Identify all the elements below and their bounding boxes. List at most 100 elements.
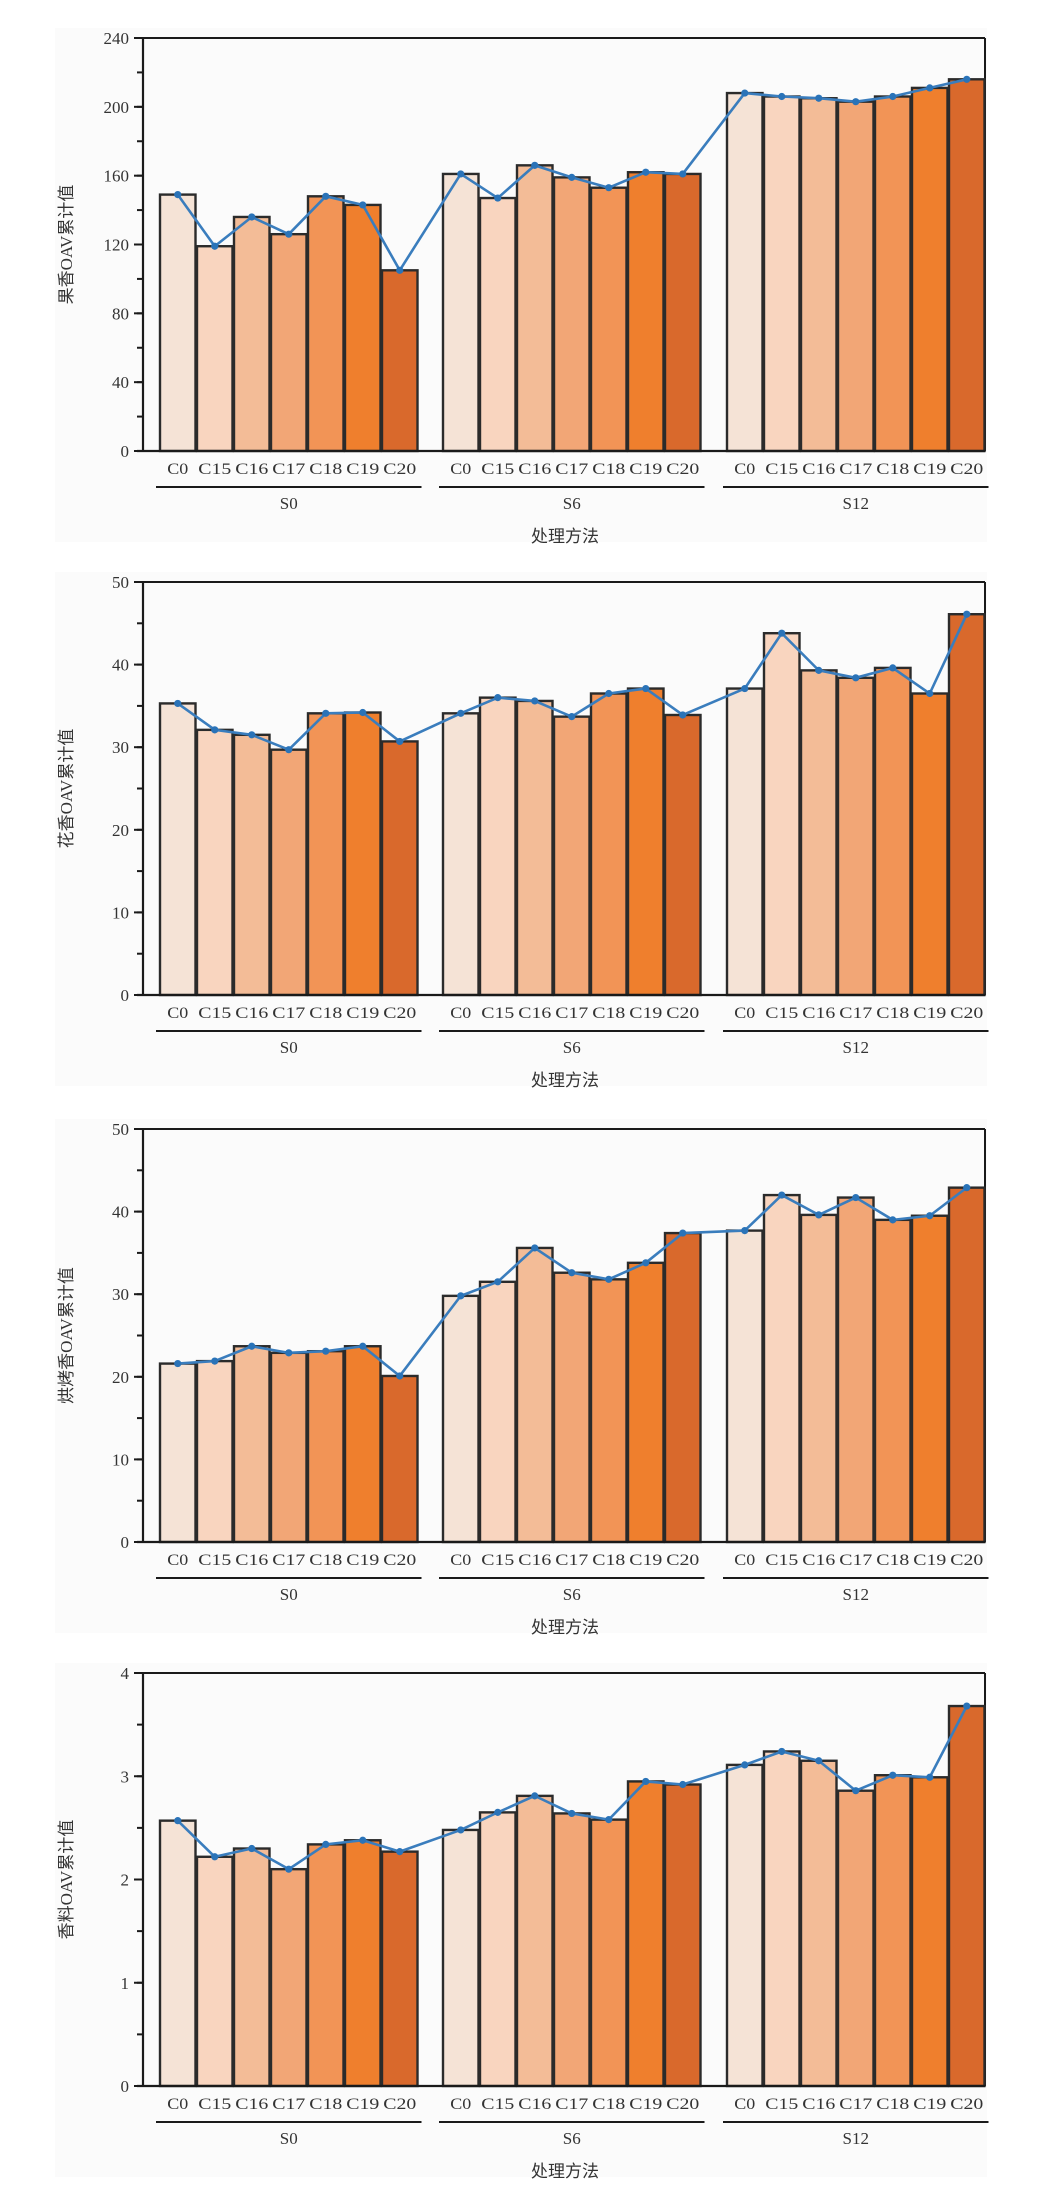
group-label: S12 (843, 1585, 869, 1604)
bar-S0-C18 (306, 1843, 345, 2088)
bar-S6-C15 (478, 196, 517, 453)
x-tick-label: C15 (481, 2096, 514, 2113)
trend-point (926, 689, 934, 698)
x-tick-label: C17 (839, 461, 872, 478)
bar-S12-C19 (910, 692, 949, 997)
x-tick-label: C0 (167, 461, 188, 478)
x-tick-label: C17 (839, 1005, 872, 1022)
bar-S6-C20 (663, 172, 702, 453)
trend-point (963, 75, 971, 83)
trend-point (568, 713, 576, 721)
bar-group-S6 (441, 687, 702, 997)
bar-S12-C20 (947, 1704, 986, 2088)
trend-point (963, 1702, 971, 1710)
x-tick-label: C18 (592, 2096, 625, 2113)
trend-point (642, 1777, 650, 1786)
bar-S6-C20 (663, 1783, 702, 2088)
group-label: S12 (843, 2129, 869, 2148)
trend-point (211, 1357, 219, 1365)
trend-point (531, 1792, 539, 1800)
bar-S6-C18 (589, 186, 628, 453)
trend-point (642, 684, 650, 693)
trend-point (605, 184, 613, 192)
bar-S12-C16 (799, 669, 838, 997)
bar-group-S0 (158, 1819, 419, 2088)
bar-S6-C17 (552, 1812, 591, 2088)
y-tick-label: 2 (121, 1871, 130, 1890)
bar-group-S6 (441, 164, 702, 453)
trend-point (605, 689, 613, 698)
trend-point (679, 1229, 687, 1237)
trend-point (778, 629, 786, 637)
trend-point (396, 1372, 404, 1380)
x-axis-label: 处理方法 (531, 1071, 599, 1090)
x-tick-label: C20 (666, 461, 699, 478)
trend-point (815, 94, 823, 102)
x-axis-label: 处理方法 (531, 1618, 599, 1637)
bar-S12-C0 (725, 1229, 764, 1544)
trend-point (248, 1342, 256, 1350)
trend-point (815, 666, 823, 674)
y-tick-label: 3 (121, 1767, 130, 1786)
trend-point (741, 1761, 749, 1769)
x-tick-label: C18 (309, 1005, 342, 1022)
y-tick-label: 30 (112, 1285, 129, 1304)
trend-point (815, 1757, 823, 1765)
trend-point (359, 1836, 367, 1844)
bar-S6-C17 (552, 176, 591, 453)
x-tick-label: C20 (666, 1005, 699, 1022)
x-tick-label: C15 (481, 1552, 514, 1569)
x-axis-label: 处理方法 (531, 2162, 599, 2181)
bar-S12-C20 (947, 613, 986, 997)
bar-S6-C17 (552, 715, 591, 997)
bar-S0-C0 (158, 1362, 197, 1544)
bar-S12-C19 (910, 1214, 949, 1544)
y-tick-label: 50 (112, 1120, 129, 1139)
trend-point (494, 1278, 502, 1286)
x-tick-label: C16 (802, 1005, 835, 1022)
x-tick-label: C17 (272, 1005, 305, 1022)
bar-S0-C17 (269, 748, 308, 997)
x-tick-label: C20 (383, 1005, 416, 1022)
x-tick-label: C16 (802, 2096, 835, 2113)
bar-S0-C17 (269, 1867, 308, 2088)
trend-point (852, 1193, 860, 1202)
bar-S12-C20 (947, 1186, 986, 1544)
x-tick-label: C16 (235, 2096, 268, 2113)
y-tick-label: 10 (112, 903, 129, 922)
x-tick-label: C0 (450, 2096, 471, 2113)
bar-S0-C17 (269, 232, 308, 453)
trend-point (359, 1342, 367, 1350)
trend-point (852, 98, 860, 106)
bar-S12-C18 (873, 1218, 912, 1544)
trend-point (963, 610, 971, 618)
x-tick-label: C19 (346, 1552, 379, 1569)
bar-S0-C15 (195, 728, 234, 997)
trend-point (322, 1347, 330, 1355)
trend-point (889, 664, 897, 672)
x-tick-label: C15 (765, 2096, 798, 2113)
group-label: S6 (563, 1585, 581, 1604)
x-tick-label: C19 (629, 1552, 662, 1569)
bar-S12-C16 (799, 1759, 838, 2088)
bar-S0-C15 (195, 1359, 234, 1544)
bar-S0-C20 (380, 1374, 419, 1544)
trend-point (211, 1853, 219, 1861)
y-tick-label: 50 (112, 573, 129, 592)
bar-S6-C16 (515, 1794, 554, 2088)
x-tick-label: C19 (346, 2096, 379, 2113)
trend-point (926, 1773, 934, 1781)
trend-point (741, 1226, 749, 1235)
bar-S6-C18 (589, 1818, 628, 2088)
trend-point (359, 708, 367, 717)
bar-S12-C0 (725, 1763, 764, 2088)
bar-S0-C0 (158, 702, 197, 997)
trend-point (889, 92, 897, 101)
trend-point (778, 1747, 786, 1756)
trend-point (457, 1826, 465, 1834)
y-axis-label: 烘烤香OAV累计值 (57, 1267, 76, 1404)
trend-point (359, 201, 367, 209)
trend-point (852, 1787, 860, 1795)
